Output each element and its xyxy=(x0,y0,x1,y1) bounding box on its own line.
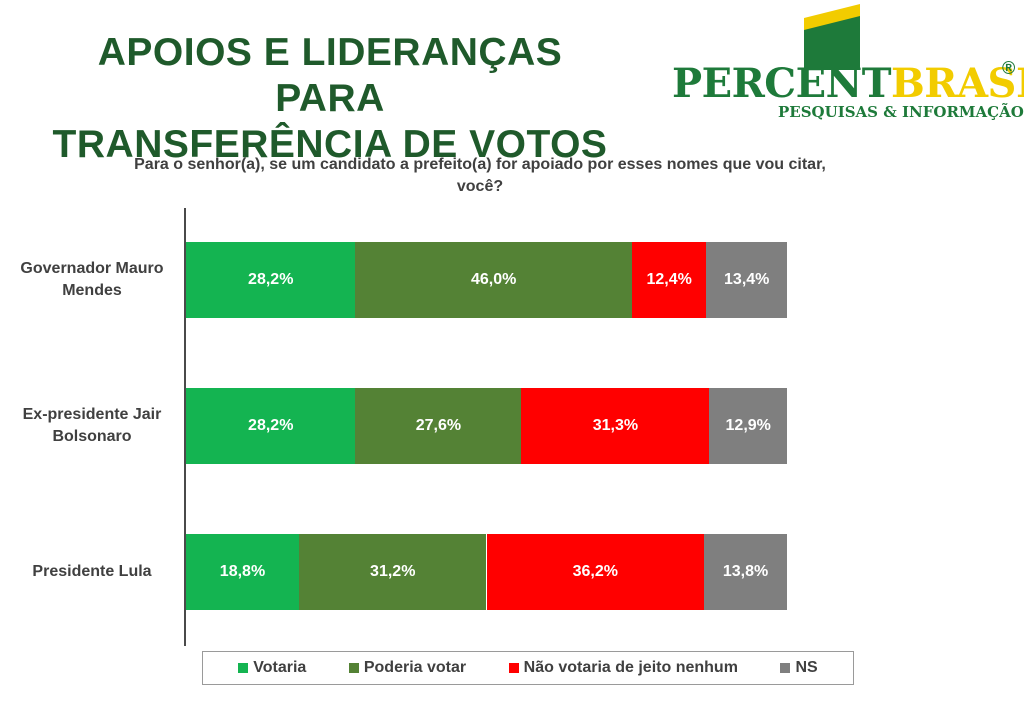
data-label: 36,2% xyxy=(572,563,618,580)
flag-logo-icon xyxy=(804,4,860,70)
chart-legend: Votaria Poderia votar Não votaria de jei… xyxy=(202,651,854,685)
legend-item-ns: NS xyxy=(780,659,818,677)
bar-segment-poderia-votar: 31,2% xyxy=(298,534,487,610)
title-line-2: TRANSFERÊNCIA DE VOTOS xyxy=(52,123,608,166)
chart-axis-line xyxy=(184,208,186,646)
data-label: 13,8% xyxy=(722,563,769,580)
chart-subtitle: Para o senhor(a), se um candidato a pref… xyxy=(134,156,826,195)
logo-tagline: PESQUISAS & INFORMAÇÃO xyxy=(778,103,1024,121)
page-title: APOIOS E LIDERANÇAS PARA TRANSFERÊNCIA D… xyxy=(40,30,620,168)
data-label: 28,2% xyxy=(248,271,294,288)
legend-item-nao-votaria: Não votaria de jeito nenhum xyxy=(508,659,738,677)
logo-word-percent: PERCENT xyxy=(672,60,891,107)
bar-segment-poderia-votar: 27,6% xyxy=(355,388,522,464)
legend-item-votaria: Votaria xyxy=(238,659,306,677)
stacked-bar-governador: 28,2% 46,0% 12,4% 13,4% xyxy=(186,242,787,318)
bar-segment-poderia-votar: 46,0% xyxy=(355,242,632,318)
data-label: 31,3% xyxy=(592,417,639,434)
chart-row-governador: Governador Mauro Mendes 28,2% 46,0% 12,4% 1… xyxy=(0,242,1024,318)
legend-item-poderia-votar: Poderia votar xyxy=(348,659,467,677)
logo-wordmark: PERCENTBRASIL xyxy=(672,62,1024,106)
data-label: 28,2% xyxy=(248,417,294,434)
chart-row-bolsonaro: Ex-presidente Jair Bolsonaro 28,2% 27,6% 3… xyxy=(0,388,1024,464)
logo-word-brasil: BRASIL xyxy=(890,60,1024,107)
bar-segment-ns: 12,9% xyxy=(709,388,787,464)
data-label: 12,9% xyxy=(725,417,771,434)
legend-swatch-ns xyxy=(780,663,791,673)
legend-swatch-poderia-votar xyxy=(348,663,359,673)
legend-label-poderia-votar: Poderia votar xyxy=(363,659,467,676)
data-label: 46,0% xyxy=(471,271,517,288)
data-label: 18,8% xyxy=(219,563,266,580)
legend-label-ns: NS xyxy=(795,659,818,676)
legend-swatch-votaria xyxy=(238,663,249,673)
bar-segment-nao-votaria: 36,2% xyxy=(486,534,705,610)
percentbrasil-logo: PERCENTBRASIL ® PESQUISAS & INFORMAÇÃO xyxy=(672,4,1024,134)
legend-label-votaria: Votaria xyxy=(253,659,307,676)
stacked-bar-bolsonaro: 28,2% 27,6% 31,3% 12,9% xyxy=(186,388,787,464)
category-label-lula: Presidente Lula xyxy=(32,563,152,580)
chart-row-lula: Presidente Lula 18,8% 31,2% 36,2% 13,8% xyxy=(0,534,1024,610)
bar-segment-votaria: 18,8% xyxy=(186,534,299,610)
bar-segment-ns: 13,8% xyxy=(704,534,787,610)
data-label: 31,2% xyxy=(370,563,416,580)
legend-label-nao-votaria: Não votaria de jeito nenhum xyxy=(523,659,738,676)
legend-swatch-nao-votaria xyxy=(508,663,519,673)
title-line-1: APOIOS E LIDERANÇAS PARA xyxy=(97,31,563,120)
stacked-bar-lula: 18,8% 31,2% 36,2% 13,8% xyxy=(186,534,787,610)
bar-segment-ns: 13,4% xyxy=(706,242,787,318)
data-label: 12,4% xyxy=(646,271,692,288)
data-label: 27,6% xyxy=(415,417,462,434)
registered-mark: ® xyxy=(1002,58,1016,78)
category-label-governador: Governador Mauro Mendes xyxy=(20,260,164,299)
category-label-bolsonaro: Ex-presidente Jair Bolsonaro xyxy=(22,406,162,445)
bar-segment-votaria: 28,2% xyxy=(186,242,356,318)
bar-segment-nao-votaria: 12,4% xyxy=(631,242,707,318)
data-label: 13,4% xyxy=(724,271,770,288)
bar-segment-nao-votaria: 31,3% xyxy=(521,388,710,464)
bar-segment-votaria: 28,2% xyxy=(186,388,356,464)
